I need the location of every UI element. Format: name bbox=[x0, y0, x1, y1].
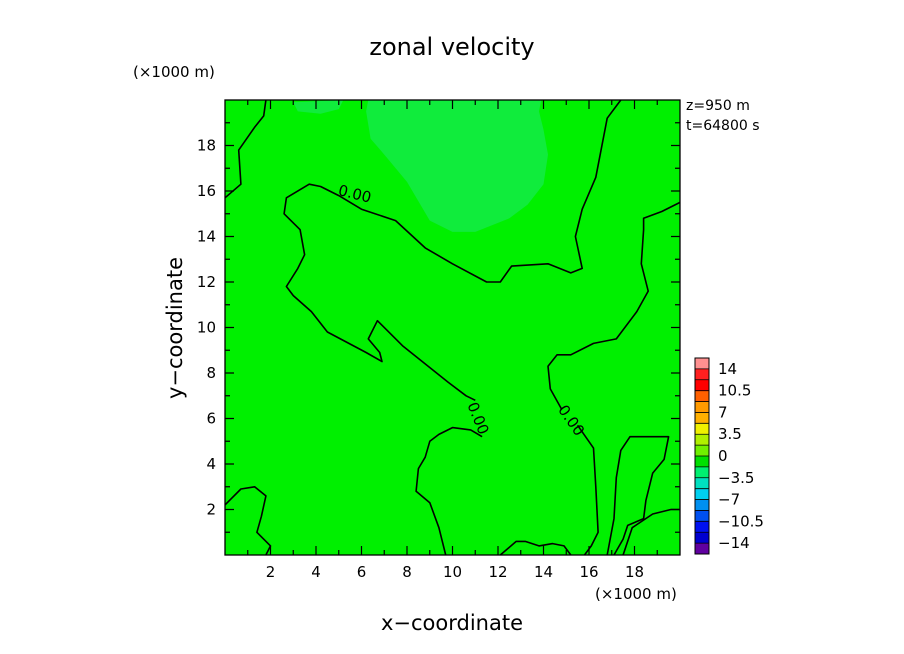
y-axis-unit: (×1000 m) bbox=[133, 63, 215, 81]
x-tick-label: 18 bbox=[625, 563, 644, 581]
colorbar-label: 10.5 bbox=[718, 382, 751, 400]
y-tick-label: 14 bbox=[197, 228, 216, 246]
y-tick-label: 8 bbox=[206, 364, 216, 382]
y-tick-label: 16 bbox=[197, 182, 216, 200]
zero-contour-line bbox=[415, 426, 483, 556]
colorbar-swatch bbox=[695, 456, 709, 468]
weak-negative-region bbox=[293, 100, 344, 114]
colorbar-label: 7 bbox=[718, 403, 728, 421]
y-tick-label: 4 bbox=[206, 455, 216, 473]
chart-title: zonal velocity bbox=[369, 33, 534, 61]
colorbar-swatch bbox=[695, 477, 709, 489]
plot-area: 0.000.00 0.00 2 4 6 8 10 12 14 16 182468101214161… bbox=[197, 99, 681, 581]
colorbar: 14 10.5 7 3.5 0 −3.5 −7 −10.5 −14 bbox=[694, 357, 764, 555]
time-text: t=64800 s bbox=[686, 118, 760, 134]
colorbar-swatch bbox=[695, 368, 709, 381]
zero-contour-line bbox=[606, 435, 670, 556]
x-tick-label: 14 bbox=[534, 563, 553, 581]
zero-contour-line bbox=[224, 99, 267, 199]
colorbar-swatch bbox=[695, 379, 709, 391]
colorbar-swatch bbox=[695, 412, 709, 424]
colorbar-swatch bbox=[695, 499, 709, 511]
x-tick-label: 12 bbox=[488, 563, 507, 581]
colorbar-swatch bbox=[695, 532, 709, 544]
zero-contour-line bbox=[224, 486, 272, 556]
colorbar-swatch bbox=[695, 390, 709, 402]
y-tick-label: 10 bbox=[197, 319, 216, 337]
colorbar-label: 0 bbox=[718, 447, 728, 465]
colorbar-swatch bbox=[695, 521, 709, 533]
colorbar-swatch bbox=[695, 445, 709, 457]
x-tick-label: 2 bbox=[266, 563, 276, 581]
colorbar-swatch bbox=[695, 423, 709, 435]
y-axis-label: y−coordinate bbox=[163, 257, 187, 399]
x-tick-label: 16 bbox=[579, 563, 598, 581]
zero-contour-line bbox=[576, 424, 599, 556]
colorbar-label: −3.5 bbox=[718, 469, 754, 487]
zero-contour-line bbox=[547, 201, 681, 410]
colorbar-swatch bbox=[695, 434, 709, 446]
zero-contour-line bbox=[283, 99, 622, 402]
y-tick-label: 18 bbox=[197, 137, 216, 155]
colorbar-swatch bbox=[695, 401, 709, 413]
x-tick-label: 4 bbox=[311, 563, 321, 581]
colorbar-swatch bbox=[695, 510, 709, 522]
colorbar-label: −14 bbox=[718, 534, 750, 552]
colorbar-label: 14 bbox=[718, 360, 737, 378]
colorbar-swatch bbox=[695, 358, 709, 370]
z-level-text: z=950 m bbox=[686, 98, 750, 114]
x-tick-label: 10 bbox=[443, 563, 462, 581]
weak-negative-region bbox=[366, 100, 548, 232]
x-axis-unit: (×1000 m) bbox=[595, 585, 677, 603]
x-tick-label: 8 bbox=[402, 563, 412, 581]
y-tick-label: 2 bbox=[206, 501, 216, 519]
axis-ticks bbox=[225, 100, 680, 555]
zero-contour-line bbox=[499, 540, 572, 556]
colorbar-swatch bbox=[695, 466, 709, 479]
colorbar-label: 3.5 bbox=[718, 425, 742, 443]
colorbar-label: −7 bbox=[718, 491, 740, 509]
colorbar-label: −10.5 bbox=[718, 512, 764, 530]
colorbar-frame bbox=[694, 357, 710, 555]
y-tick-label: 12 bbox=[197, 273, 216, 291]
y-tick-label: 6 bbox=[206, 410, 216, 428]
colorbar-swatch bbox=[695, 488, 709, 500]
x-tick-label: 6 bbox=[357, 563, 367, 581]
colorbar-swatch bbox=[695, 543, 709, 555]
x-axis-label: x−coordinate bbox=[381, 611, 523, 635]
